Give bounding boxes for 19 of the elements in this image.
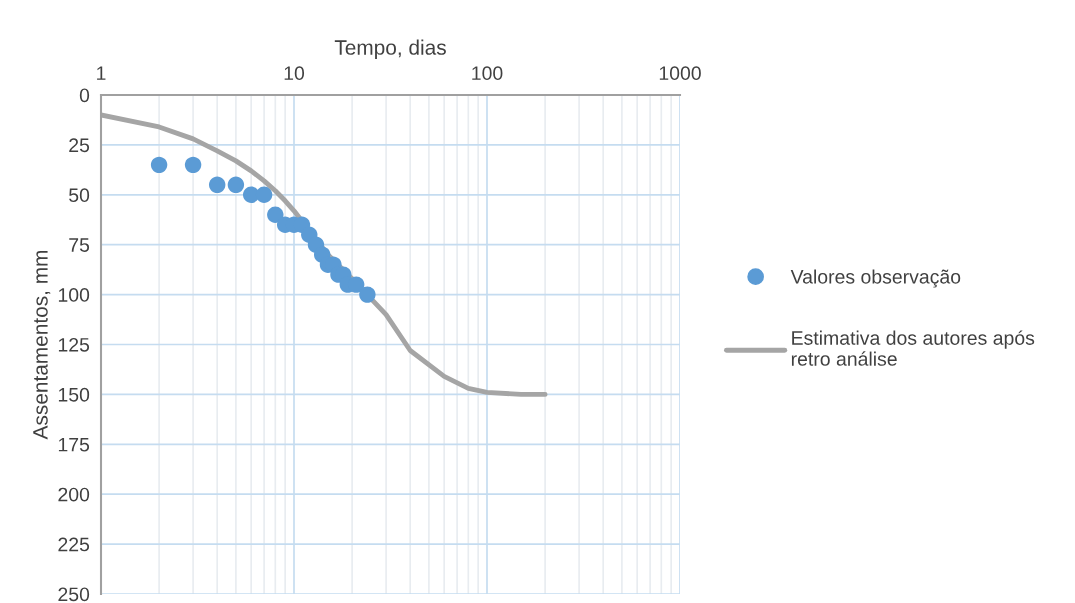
y-tick-label: 100 <box>58 288 90 302</box>
y-tick-label: 175 <box>58 437 90 452</box>
legend-label: Valores observação <box>790 269 961 288</box>
y-tick-label: 75 <box>69 238 90 252</box>
legend-label: Estimativa dos autores após retro análise <box>791 330 1035 366</box>
x-axis-title: Tempo, dias <box>334 39 446 59</box>
y-tick-label: 25 <box>69 138 90 153</box>
y-tick-label: 150 <box>58 387 90 402</box>
y-tick-label: 125 <box>58 337 90 352</box>
y-tick-label: 200 <box>58 487 90 502</box>
x-tick-label: 1 <box>97 66 106 80</box>
y-tick-label: 250 <box>58 587 90 602</box>
y-tick-label: 225 <box>58 537 90 552</box>
x-tick-label: 10 <box>284 66 305 81</box>
y-tick-label: 0 <box>79 88 90 103</box>
x-tick-label: 1000 <box>659 66 701 81</box>
y-axis-title: Assentamentos, mm <box>33 250 51 440</box>
y-tick-label: 50 <box>69 188 90 203</box>
x-tick-label: 100 <box>472 66 503 81</box>
